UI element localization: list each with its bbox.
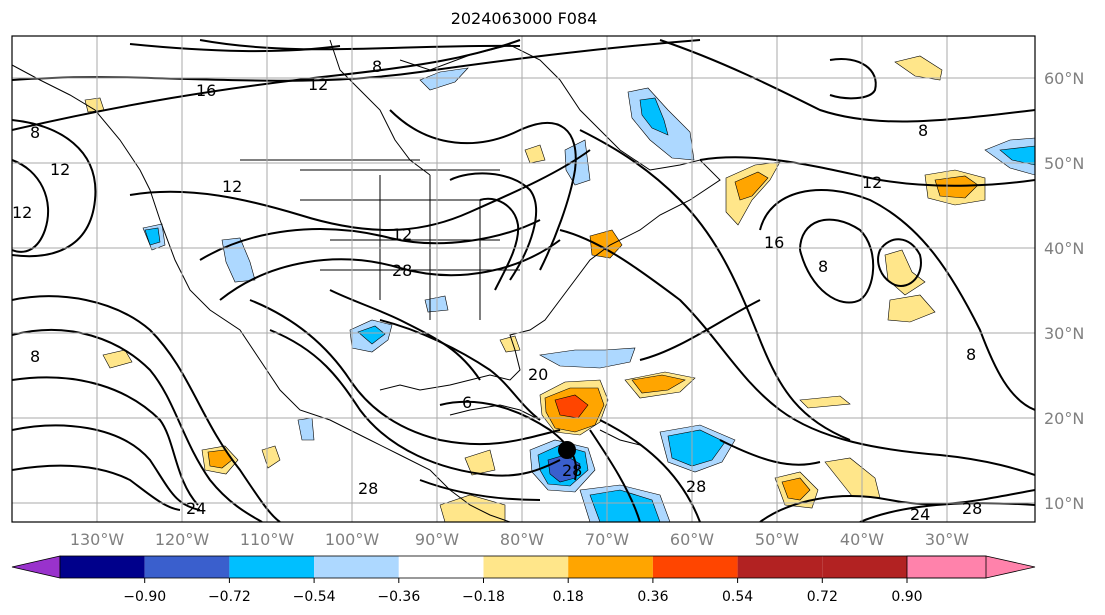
colorbar-tick-label: 0.36 — [637, 589, 668, 605]
colorbar-swatch — [568, 556, 653, 578]
contour-lines — [12, 39, 1035, 522]
colorbar-right-arrow — [822, 556, 907, 578]
colorbar-tick-label: 0.54 — [722, 589, 753, 605]
lat-label: 20°N — [1044, 409, 1084, 428]
colorbar-tick-label: 0.72 — [807, 589, 838, 605]
lon-label: 70°W — [585, 530, 629, 549]
colorbar-swatch — [144, 556, 230, 578]
contour-label: 16 — [196, 81, 216, 100]
contour-label: 24 — [910, 505, 930, 524]
lat-label: 60°N — [1044, 69, 1084, 88]
colorbar-tick-label: −0.72 — [208, 589, 251, 605]
graticule — [12, 36, 1035, 522]
lon-label: 120°W — [155, 530, 210, 549]
map-frame — [11, 35, 1036, 523]
longitude-labels: 130°W 120°W 110°W 100°W 90°W 80°W 70°W 6… — [70, 530, 969, 549]
contour-label: 28 — [562, 461, 582, 480]
colorbar-tick-label: −0.18 — [462, 589, 505, 605]
contour-label: 12 — [12, 203, 32, 222]
colorbar-swatch — [398, 556, 484, 578]
colorbar-swatch — [314, 556, 399, 578]
contour-label: 20 — [528, 365, 548, 384]
contour-label: 8 — [30, 347, 40, 366]
contour-label: 12 — [392, 225, 412, 244]
colorbar-tick-marks — [144, 578, 908, 583]
lat-label: 10°N — [1044, 494, 1084, 513]
lat-label: 30°N — [1044, 324, 1084, 343]
colorbar-right-arrow-tip — [906, 555, 1036, 579]
shaded-anomaly-areas — [84, 55, 1035, 522]
storm-center-marker — [558, 441, 576, 459]
colorbar-swatch — [229, 556, 315, 578]
contour-label-group: 8 12 16 8 8 12 12 12 12 16 8 28 12 6 20 … — [12, 57, 982, 524]
latitude-labels: 60°N 50°N 40°N 30°N 20°N 10°N — [1044, 69, 1084, 513]
contour-label: 8 — [966, 345, 976, 364]
lon-label: 110°W — [240, 530, 295, 549]
contour-label: 8 — [372, 57, 382, 76]
contour-label: 12 — [222, 177, 242, 196]
contour-label: 16 — [764, 233, 784, 252]
contour-label: 28 — [392, 261, 412, 280]
colorbar: −0.90 −0.72 −0.54 −0.36 −0.18 0.18 0.36 … — [11, 555, 1036, 605]
map-title: 2024063000 F084 — [450, 9, 598, 28]
contour-label: 28 — [686, 477, 706, 496]
colorbar-tick-label: −0.90 — [123, 589, 166, 605]
lon-label: 40°W — [840, 530, 884, 549]
contour-label: 28 — [358, 479, 378, 498]
contour-label: 12 — [308, 75, 328, 94]
coastlines — [12, 39, 721, 522]
lat-label: 40°N — [1044, 239, 1084, 258]
colorbar-swatch — [60, 556, 145, 578]
lon-label: 100°W — [325, 530, 380, 549]
colorbar-swatch — [652, 556, 738, 578]
colorbar-swatch — [483, 556, 569, 578]
lon-label: 30°W — [925, 530, 969, 549]
contour-label: 6 — [462, 393, 472, 412]
contour-label: 12 — [50, 160, 70, 179]
colorbar-tick-label: −0.54 — [293, 589, 336, 605]
lon-label: 80°W — [500, 530, 544, 549]
contour-label: 8 — [818, 257, 828, 276]
colorbar-swatch — [737, 556, 823, 578]
colorbar-tick-label: 0.18 — [553, 589, 584, 605]
colorbar-left-arrow — [11, 555, 61, 579]
contour-label: 12 — [862, 173, 882, 192]
lon-label: 130°W — [70, 530, 125, 549]
lon-label: 90°W — [415, 530, 459, 549]
lon-label: 60°W — [670, 530, 714, 549]
colorbar-frame — [59, 555, 987, 579]
contour-label: 8 — [918, 121, 928, 140]
contour-label: 28 — [962, 499, 982, 518]
colorbar-tick-label: −0.36 — [377, 589, 420, 605]
contour-label: 24 — [186, 499, 206, 518]
colorbar-tick-label: 0.90 — [891, 589, 922, 605]
contour-label: 8 — [30, 123, 40, 142]
lon-label: 50°W — [755, 530, 799, 549]
lat-label: 50°N — [1044, 154, 1084, 173]
